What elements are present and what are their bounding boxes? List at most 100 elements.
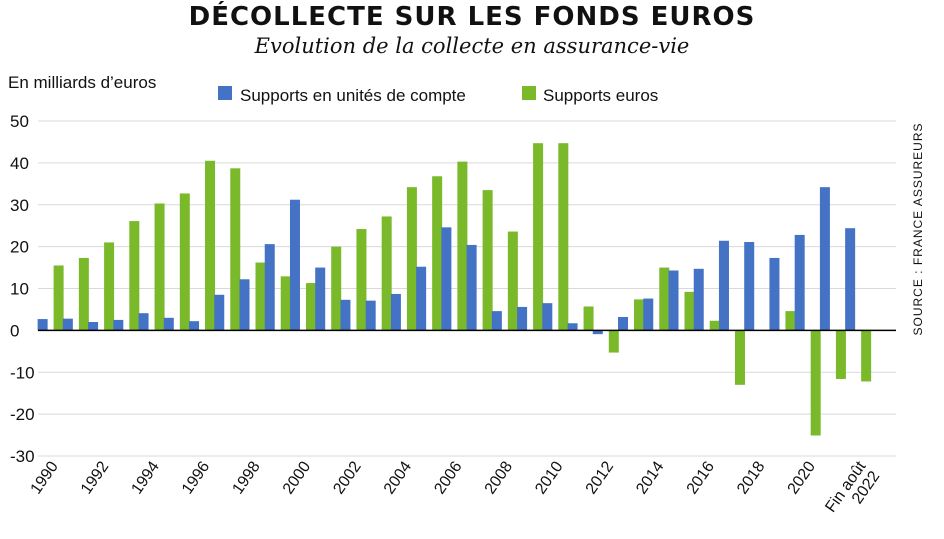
x-tick-label: 2006	[431, 458, 465, 497]
bar-supports-euros	[734, 330, 745, 385]
y-tick-label: -30	[10, 447, 35, 466]
bar-supports-euros	[53, 265, 64, 331]
bar-unites-de-compte	[491, 311, 502, 331]
bar-supports-euros	[179, 193, 190, 331]
bar-supports-euros	[104, 242, 115, 331]
x-tick-label: 1996	[179, 458, 213, 497]
x-tick-labels: 1990 1992 1994 1996 1998 2000 2002 2004 2006 2008…	[28, 458, 884, 525]
chart-subtitle: Evolution de la collecte en assurance-vi…	[254, 34, 690, 58]
legend-swatch-uc	[218, 86, 232, 100]
x-tick-label: 1994	[128, 458, 162, 497]
x-tick-label-final: Fin août2022	[822, 458, 883, 525]
bar-unites-de-compte	[113, 319, 124, 331]
bar-supports-euros	[684, 291, 695, 331]
bar-supports-euros	[608, 330, 619, 353]
bar-supports-euros	[835, 330, 846, 379]
bar-unites-de-compte	[88, 322, 99, 331]
x-tick-label: 2004	[381, 458, 415, 497]
bars	[37, 143, 872, 436]
bar-unites-de-compte	[592, 330, 603, 335]
x-tick-label: 1998	[229, 458, 263, 497]
y-tick-label: 10	[10, 280, 29, 299]
bar-supports-euros	[356, 229, 367, 331]
legend-label-uc: Supports en unités de compte	[240, 86, 466, 105]
bar-unites-de-compte	[390, 293, 401, 331]
bar-unites-de-compte	[718, 240, 729, 331]
bar-unites-de-compte	[62, 318, 73, 331]
bar-supports-euros	[381, 216, 392, 331]
bar-unites-de-compte	[416, 266, 427, 331]
bar-supports-euros	[507, 231, 518, 331]
legend: Supports en unités de compte Supports eu…	[218, 86, 658, 105]
bar-supports-euros	[230, 168, 241, 331]
bar-unites-de-compte	[138, 313, 149, 331]
bar-supports-euros	[533, 143, 544, 331]
x-tick-label: 2016	[684, 458, 718, 497]
legend-label-euro: Supports euros	[543, 86, 658, 105]
bar-supports-euros	[78, 257, 89, 331]
y-tick-label: 0	[10, 321, 19, 340]
y-axis-label: En milliards d’euros	[8, 73, 156, 92]
bar-supports-euros	[785, 311, 796, 331]
bar-supports-euros	[457, 161, 468, 331]
x-tick-label: 2000	[280, 458, 314, 497]
bar-supports-euros	[634, 299, 645, 331]
x-tick-label: 2008	[482, 458, 516, 497]
bar-supports-euros	[810, 330, 821, 436]
source-note: SOURCE : FRANCE ASSUREURS	[911, 122, 925, 335]
y-tick-label: 20	[10, 238, 29, 257]
bar-supports-euros	[659, 267, 670, 331]
bar-unites-de-compte	[189, 321, 200, 331]
bar-unites-de-compte	[239, 279, 250, 331]
y-tick-labels: 50 40 30 20 10 0 -10 -20 -30	[10, 112, 35, 466]
bar-unites-de-compte	[542, 303, 553, 331]
x-tick-label: 1992	[78, 458, 112, 497]
x-tick-label: 2012	[583, 458, 617, 497]
bar-unites-de-compte	[37, 319, 48, 331]
y-tick-label: -20	[10, 405, 35, 424]
bar-supports-euros	[305, 283, 316, 331]
bar-supports-euros	[154, 203, 165, 331]
bar-unites-de-compte	[744, 242, 755, 331]
x-tick-label: 2018	[734, 458, 768, 497]
bar-unites-de-compte	[163, 317, 174, 331]
bar-supports-euros	[205, 160, 216, 331]
bar-unites-de-compte	[643, 298, 654, 331]
bar-supports-euros	[861, 330, 872, 382]
bar-unites-de-compte	[567, 323, 578, 331]
y-tick-label: 50	[10, 112, 29, 131]
bar-unites-de-compte	[769, 257, 780, 331]
bar-unites-de-compte	[794, 234, 805, 331]
bar-supports-euros	[583, 306, 594, 331]
bar-supports-euros	[331, 246, 342, 331]
x-tick-label: 2014	[633, 458, 667, 497]
bar-unites-de-compte	[845, 228, 856, 331]
bar-supports-euros	[255, 262, 266, 331]
bar-unites-de-compte	[819, 187, 830, 331]
bar-unites-de-compte	[441, 227, 452, 331]
bar-unites-de-compte	[340, 299, 351, 331]
x-tick-label: 2010	[532, 458, 566, 497]
bar-unites-de-compte	[315, 267, 326, 331]
bar-unites-de-compte	[466, 244, 477, 331]
bar-supports-euros	[406, 187, 417, 331]
bar-supports-euros	[280, 276, 291, 331]
y-tick-label: 30	[10, 196, 29, 215]
bar-supports-euros	[432, 176, 443, 331]
bar-unites-de-compte	[693, 268, 704, 331]
chart-title: DÉCOLLECTE SUR LES FONDS EUROS	[188, 2, 756, 32]
bar-unites-de-compte	[264, 244, 275, 331]
x-tick-label: 2020	[785, 458, 819, 497]
bar-unites-de-compte	[214, 294, 225, 331]
bar-unites-de-compte	[289, 199, 300, 331]
bar-supports-euros	[709, 320, 720, 331]
bar-unites-de-compte	[365, 300, 376, 331]
y-tick-label: -10	[10, 363, 35, 382]
bar-supports-euros	[558, 143, 569, 331]
bar-unites-de-compte	[668, 270, 679, 331]
x-tick-label: 2002	[330, 458, 364, 497]
bar-supports-euros	[482, 190, 493, 331]
bar-unites-de-compte	[618, 316, 629, 331]
bar-supports-euros	[129, 221, 140, 331]
